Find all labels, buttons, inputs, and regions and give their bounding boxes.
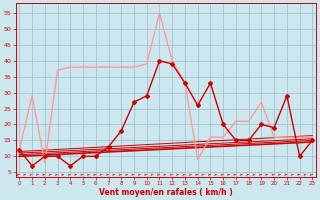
X-axis label: Vent moyen/en rafales ( km/h ): Vent moyen/en rafales ( km/h ) [99, 188, 233, 197]
